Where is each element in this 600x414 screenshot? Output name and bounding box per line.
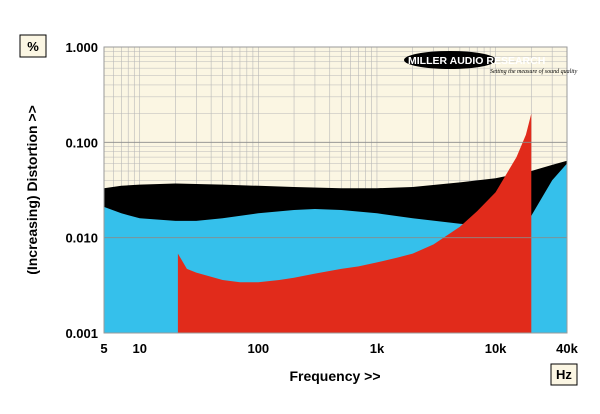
miller-audio-research-logo: MILLER AUDIO RESEARCH Setting the measur… (404, 51, 578, 75)
x-tick-label: 5 (100, 341, 107, 356)
y-tick-label: 1.000 (65, 40, 98, 55)
y-unit-box: % (19, 34, 47, 58)
x-axis-title: Frequency >> (289, 368, 380, 384)
series-areas (104, 113, 567, 333)
x-tick-label: 10 (132, 341, 146, 356)
y-tick-labels: 0.001 0.010 0.100 1.000 (65, 40, 98, 341)
major-grid-lines (104, 141, 567, 239)
x-tick-label: 100 (247, 341, 269, 356)
x-unit-label: Hz (556, 367, 572, 382)
plot-frame (103, 46, 568, 334)
y-tick-label: 0.100 (65, 135, 98, 150)
logo-name: MILLER AUDIO RESEARCH (408, 55, 545, 67)
x-tick-labels: 5 10 100 1k 10k 40k (100, 341, 578, 356)
y-axis-title: (Increasing) Distortion >> (24, 105, 40, 275)
series-area-3 (177, 113, 532, 333)
y-unit-label: % (27, 39, 39, 54)
y-tick-label: 0.010 (65, 231, 98, 246)
x-tick-label: 1k (370, 341, 385, 356)
x-tick-label: 10k (485, 341, 507, 356)
x-tick-label: 40k (556, 341, 578, 356)
x-unit-box: Hz (550, 363, 578, 386)
logo-tagline: Setting the measure of sound quality (490, 68, 578, 75)
y-tick-label: 0.001 (65, 326, 98, 341)
